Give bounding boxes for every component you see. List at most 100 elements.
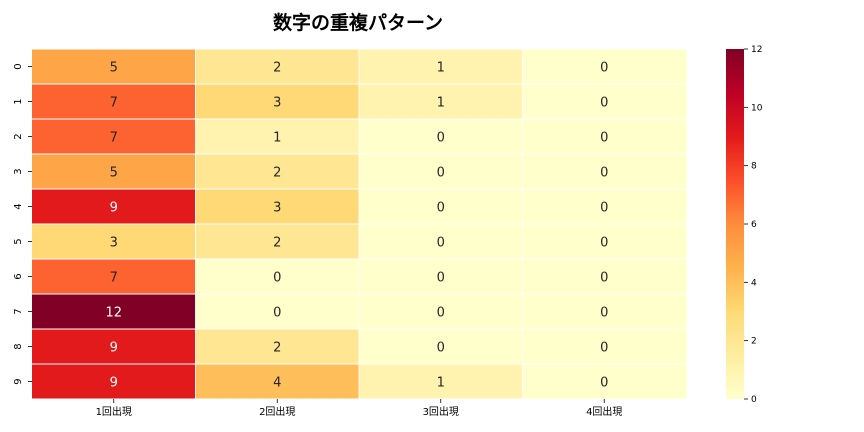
x-tick-label: 2回出現 xyxy=(259,405,295,418)
cell-value-label: 5 xyxy=(110,166,118,181)
cell-value-label: 3 xyxy=(273,96,281,111)
colorbar-tick-label: 10 xyxy=(751,103,763,113)
colorbar-tick-label: 12 xyxy=(751,45,762,55)
y-tick-label: 1 xyxy=(13,98,24,104)
heatmap-cell xyxy=(359,294,523,330)
cell-value-label: 2 xyxy=(273,166,281,181)
heatmap-cell xyxy=(522,224,687,260)
heatmap-cell xyxy=(359,49,523,85)
cell-value-label: 3 xyxy=(273,201,281,216)
y-tick-label: 7 xyxy=(13,308,24,314)
cell-value-label: 2 xyxy=(273,236,281,251)
cell-value-label: 9 xyxy=(110,201,118,216)
cell-value-label: 0 xyxy=(437,166,445,181)
heatmap-cell xyxy=(359,189,523,225)
cell-value-label: 1 xyxy=(437,61,445,76)
cell-value-label: 0 xyxy=(600,236,608,251)
heatmap-cell xyxy=(32,154,196,190)
cell-value-label: 0 xyxy=(600,96,608,111)
heatmap-cell xyxy=(522,259,687,295)
cell-value-label: 7 xyxy=(110,271,118,286)
colorbar-tick-label: 8 xyxy=(751,162,757,172)
colorbar-tick-label: 2 xyxy=(751,337,757,347)
cell-value-label: 0 xyxy=(437,236,445,251)
colorbar-ticks: 0 2 4 6 8 10 12 xyxy=(744,45,763,405)
heatmap-cell xyxy=(522,189,687,225)
colorbar: 0 2 4 6 8 10 12 xyxy=(726,45,763,405)
cell-value-label: 1 xyxy=(437,376,445,391)
y-axis: 0 1 2 3 4 5 6 7 8 9 xyxy=(13,63,32,385)
cell-value-label: 0 xyxy=(600,376,608,391)
x-tick-label: 4回出現 xyxy=(586,405,622,418)
cell-value-label: 4 xyxy=(273,376,281,391)
x-tick-label: 3回出現 xyxy=(423,405,459,418)
cell-value-label: 0 xyxy=(600,341,608,356)
x-tick-label: 1回出現 xyxy=(96,405,132,418)
cell-value-label: 0 xyxy=(437,341,445,356)
cell-value-label: 9 xyxy=(110,376,118,391)
cell-value-label: 9 xyxy=(110,341,118,356)
y-tick-label: 6 xyxy=(13,273,24,279)
heatmap-cell xyxy=(195,49,360,85)
heatmap-cell xyxy=(32,189,196,225)
y-tick-label: 8 xyxy=(13,343,24,349)
heatmap-cell xyxy=(359,364,523,400)
y-tick-label: 9 xyxy=(13,378,24,384)
heatmap-cell xyxy=(32,259,196,295)
heatmap-cell xyxy=(32,329,196,365)
heatmap-cell xyxy=(359,154,523,190)
heatmap-cell xyxy=(359,84,523,120)
chart-title: 数字の重複パターン xyxy=(273,11,443,34)
cell-value-label: 2 xyxy=(273,61,281,76)
heatmap-cell xyxy=(32,224,196,260)
heatmap-cell xyxy=(195,154,360,190)
colorbar-gradient xyxy=(726,49,744,399)
y-tick-label: 0 xyxy=(13,63,24,69)
cell-value-label: 5 xyxy=(110,61,118,76)
colorbar-tick-label: 4 xyxy=(751,278,757,288)
heatmap-cell xyxy=(522,329,687,365)
cell-value-label: 0 xyxy=(600,131,608,146)
heatmap-cell xyxy=(195,364,360,400)
y-tick-label: 5 xyxy=(13,238,24,244)
colorbar-tick-label: 6 xyxy=(751,220,757,230)
cell-value-label: 0 xyxy=(600,201,608,216)
cell-value-label: 1 xyxy=(273,131,281,146)
cell-value-label: 7 xyxy=(110,131,118,146)
heatmap-cell xyxy=(359,259,523,295)
cell-value-label: 7 xyxy=(110,96,118,111)
heatmap-cell xyxy=(32,294,196,330)
heatmap-cell xyxy=(32,84,196,120)
x-axis: 1回出現 2回出現 3回出現 4回出現 xyxy=(96,399,622,418)
cell-value-labels: 5 2 1 0 7 3 1 0 7 1 0 0 5 2 0 0 9 3 0 0 3 2 0 0 7 0 0 0 12 0 0 0 9 2 0 0 9 4 1… xyxy=(105,61,608,391)
y-tick-label: 2 xyxy=(13,133,24,139)
heatmap-cells xyxy=(32,49,687,400)
heatmap-cell xyxy=(522,49,687,85)
cell-value-label: 0 xyxy=(600,61,608,76)
heatmap-cell xyxy=(195,84,360,120)
y-tick-label: 3 xyxy=(13,168,24,174)
cell-value-label: 1 xyxy=(437,96,445,111)
heatmap-cell xyxy=(195,259,360,295)
cell-value-label: 0 xyxy=(273,306,281,321)
heatmap-cell xyxy=(32,49,196,85)
cell-value-label: 3 xyxy=(110,236,118,251)
cell-value-label: 12 xyxy=(105,306,122,321)
cell-value-label: 0 xyxy=(437,271,445,286)
cell-value-label: 0 xyxy=(273,271,281,286)
heatmap-cell xyxy=(522,364,687,400)
heatmap-cell xyxy=(195,119,360,155)
heatmap-cell xyxy=(359,329,523,365)
cell-value-label: 0 xyxy=(600,271,608,286)
heatmap-cell xyxy=(522,84,687,120)
y-tick-label: 4 xyxy=(13,203,24,209)
heatmap-cell xyxy=(195,294,360,330)
heatmap-cell xyxy=(195,329,360,365)
cell-value-label: 2 xyxy=(273,341,281,356)
heatmap-cell xyxy=(195,224,360,260)
cell-value-label: 0 xyxy=(437,131,445,146)
grid-lines xyxy=(32,48,686,400)
heatmap-cell xyxy=(32,364,196,400)
heatmap-cell xyxy=(522,119,687,155)
